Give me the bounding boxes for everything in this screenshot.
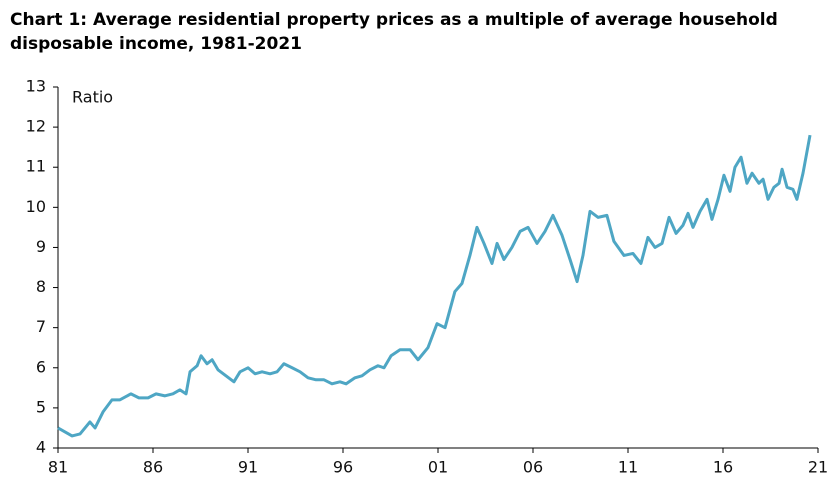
y-tick-label: 5: [36, 397, 46, 416]
x-tick-label: 16: [713, 458, 733, 477]
axis-unit-label: Ratio: [72, 88, 113, 107]
y-tick-label: 9: [36, 237, 46, 256]
x-tick-label: 86: [143, 458, 163, 477]
y-tick-label: 12: [26, 117, 46, 136]
x-tick-label: 21: [808, 458, 828, 477]
x-tick-label: 91: [238, 458, 258, 477]
y-tick-label: 7: [36, 317, 46, 336]
y-tick-label: 6: [36, 357, 46, 376]
chart-title: Chart 1: Average residential property pr…: [10, 10, 778, 54]
y-tick-label: 13: [26, 77, 46, 96]
x-tick-label: 01: [428, 458, 448, 477]
x-tick-label: 96: [333, 458, 353, 477]
data-line: [57, 134, 812, 438]
y-tick-label: 10: [26, 197, 46, 216]
x-tick-label: 06: [523, 458, 543, 477]
x-tick-label: 11: [618, 458, 638, 477]
y-tick-label: 4: [36, 438, 46, 457]
y-tick-label: 8: [36, 277, 46, 296]
x-tick-label: 81: [48, 458, 68, 477]
y-tick-label: 11: [26, 157, 46, 176]
